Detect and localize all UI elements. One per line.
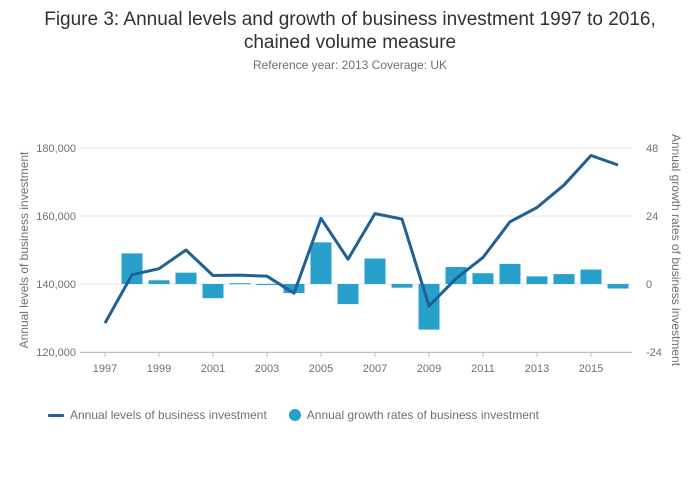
y-left-axis-title: Annual levels of business investment bbox=[17, 151, 31, 348]
growth-bar bbox=[229, 283, 251, 285]
y-right-tick-label: -24 bbox=[646, 347, 662, 359]
x-tick-label: 2015 bbox=[579, 363, 603, 375]
growth-bar bbox=[121, 253, 143, 284]
x-tick-label: 1999 bbox=[147, 363, 171, 375]
legend-dot-swatch bbox=[288, 409, 301, 421]
growth-bar bbox=[607, 284, 629, 289]
levels-line bbox=[103, 153, 619, 324]
legend-item-levels[interactable]: Annual levels of business investment bbox=[48, 408, 267, 422]
y-left-tick-label: 140,000 bbox=[36, 279, 76, 291]
growth-bar bbox=[499, 263, 521, 284]
chart-title-line-2: chained volume measure bbox=[243, 32, 457, 53]
x-tick-label: 2007 bbox=[363, 363, 387, 375]
chart-title: Figure 3: Annual levels and growth of bu… bbox=[0, 8, 700, 54]
chart-subtitle: Reference year: 2013 Coverage: UK bbox=[252, 58, 448, 72]
y-left-tick-label: 160,000 bbox=[36, 211, 76, 223]
x-tick-label: 1997 bbox=[93, 363, 117, 375]
chart-title-line-1: Figure 3: Annual levels and growth of bu… bbox=[44, 9, 656, 30]
y-right-axis-title: Annual growth rates of business investme… bbox=[669, 134, 683, 367]
growth-bar bbox=[310, 242, 332, 284]
growth-bar bbox=[337, 284, 359, 305]
x-tick-label: 2005 bbox=[309, 363, 333, 375]
growth-bar bbox=[445, 267, 467, 284]
growth-bar bbox=[175, 272, 197, 284]
x-tick-label: 2001 bbox=[201, 363, 225, 375]
growth-bar bbox=[472, 273, 494, 284]
growth-bar bbox=[364, 258, 386, 284]
x-tick-label: 2003 bbox=[255, 363, 279, 375]
y-right-tick-label: 24 bbox=[646, 211, 658, 223]
growth-bar bbox=[148, 280, 170, 284]
y-right-tick-label: 0 bbox=[646, 279, 652, 291]
growth-bar bbox=[391, 284, 413, 288]
y-left-tick-label: 180,000 bbox=[36, 143, 76, 155]
growth-bar bbox=[256, 284, 278, 285]
legend-label-levels: Annual levels of business investment bbox=[70, 408, 267, 422]
legend-line-swatch bbox=[48, 413, 64, 417]
legend-item-growth[interactable]: Annual growth rates of business investme… bbox=[288, 408, 539, 422]
x-tick-label: 2009 bbox=[417, 363, 441, 375]
growth-bar bbox=[202, 284, 224, 299]
y-right-tick-label: 48 bbox=[646, 143, 658, 155]
x-tick-label: 2013 bbox=[525, 363, 549, 375]
growth-bar bbox=[553, 274, 575, 284]
y-left-tick-label: 120,000 bbox=[36, 347, 76, 359]
growth-bar bbox=[526, 276, 548, 284]
growth-bar bbox=[580, 269, 602, 284]
growth-bar bbox=[283, 284, 305, 294]
legend-label-growth: Annual growth rates of business investme… bbox=[306, 408, 539, 422]
legend: Annual levels of business investment Ann… bbox=[48, 408, 539, 422]
x-tick-label: 2011 bbox=[471, 363, 495, 375]
